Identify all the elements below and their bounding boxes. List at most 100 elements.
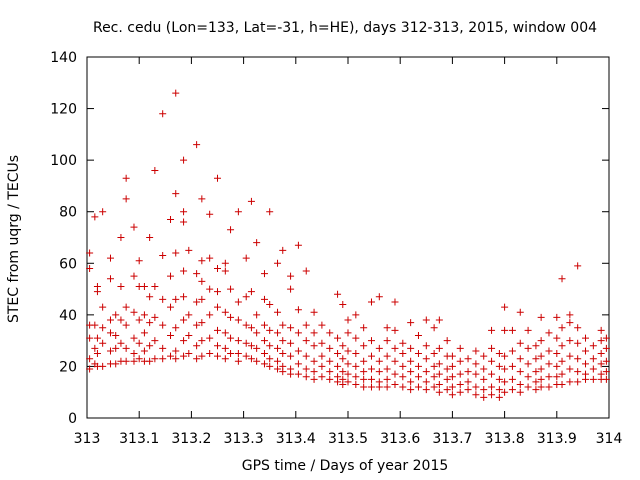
data-point xyxy=(532,378,540,386)
data-point xyxy=(558,357,566,365)
data-point xyxy=(422,342,430,350)
data-point xyxy=(266,208,274,216)
data-point xyxy=(214,352,221,360)
data-point xyxy=(302,321,310,329)
data-point xyxy=(597,326,605,334)
data-point xyxy=(537,313,545,321)
data-point xyxy=(91,213,99,221)
x-tick-label: 313.9 xyxy=(537,431,577,447)
data-point xyxy=(407,368,415,376)
data-point xyxy=(574,378,582,386)
data-point xyxy=(448,391,456,399)
data-point xyxy=(344,360,352,368)
data-point xyxy=(367,298,375,306)
y-axis-label: STEC from uqrg / TECUs xyxy=(6,155,22,323)
data-point xyxy=(287,285,295,293)
data-point xyxy=(318,339,326,347)
data-point xyxy=(130,357,138,365)
data-point xyxy=(375,383,383,391)
data-point xyxy=(334,334,342,342)
data-point xyxy=(122,344,130,352)
data-point xyxy=(93,334,101,342)
data-point xyxy=(448,373,456,381)
data-point xyxy=(146,234,154,241)
data-point xyxy=(422,316,430,324)
data-point xyxy=(430,373,438,381)
data-point xyxy=(602,375,610,383)
data-point xyxy=(172,355,180,363)
data-point xyxy=(287,352,295,360)
data-point xyxy=(545,383,553,391)
data-point xyxy=(159,110,167,118)
y-tick-label: 60 xyxy=(59,256,77,272)
data-point xyxy=(242,321,250,329)
data-point xyxy=(247,342,255,350)
data-point xyxy=(407,319,415,327)
y-tick-label: 80 xyxy=(59,205,77,221)
data-point xyxy=(206,210,214,218)
data-point xyxy=(146,357,154,365)
data-point xyxy=(391,380,399,388)
data-point xyxy=(435,370,443,378)
data-point xyxy=(214,303,221,311)
data-point xyxy=(391,298,399,306)
data-point xyxy=(524,326,532,334)
data-point xyxy=(86,334,94,342)
data-point xyxy=(488,370,496,378)
x-tick-label: 313.6 xyxy=(380,431,420,447)
data-point xyxy=(310,308,318,316)
data-point xyxy=(106,329,114,337)
data-point xyxy=(198,295,206,303)
data-point xyxy=(344,347,352,355)
data-point xyxy=(279,321,287,329)
data-point xyxy=(456,380,464,388)
data-point xyxy=(86,355,94,363)
data-point xyxy=(597,360,605,368)
data-point xyxy=(221,329,229,337)
data-point xyxy=(443,337,451,345)
data-point xyxy=(443,375,451,383)
data-point xyxy=(582,334,590,342)
data-point xyxy=(508,375,516,383)
data-point xyxy=(383,324,391,332)
x-tick-label: 313.5 xyxy=(328,431,368,447)
data-point xyxy=(399,383,407,391)
y-tick-label: 0 xyxy=(68,411,77,427)
data-point xyxy=(159,295,167,303)
data-point xyxy=(414,362,422,370)
data-point xyxy=(112,331,120,339)
data-point xyxy=(488,344,496,352)
x-tick-label: 313.2 xyxy=(171,431,211,447)
data-point xyxy=(480,386,488,394)
data-point xyxy=(287,272,295,280)
data-point xyxy=(589,365,597,373)
data-point xyxy=(172,295,180,303)
data-point xyxy=(508,347,516,355)
data-point xyxy=(495,350,503,358)
data-point xyxy=(221,308,229,316)
data-point xyxy=(399,362,407,370)
data-point xyxy=(260,337,268,345)
data-point xyxy=(221,259,229,267)
data-point xyxy=(279,350,287,358)
data-point xyxy=(501,388,509,396)
data-point xyxy=(574,368,582,376)
data-point xyxy=(274,329,282,337)
data-point xyxy=(488,391,496,399)
data-point xyxy=(253,239,261,247)
data-point xyxy=(422,386,430,394)
x-tick-label: 313 xyxy=(74,431,101,447)
data-point xyxy=(86,249,94,257)
data-point xyxy=(414,331,422,339)
y-tick-label: 100 xyxy=(50,153,77,169)
data-point xyxy=(167,215,175,223)
data-point xyxy=(545,373,553,381)
data-point xyxy=(422,378,430,386)
data-point xyxy=(448,362,456,370)
x-tick-label: 313.3 xyxy=(224,431,264,447)
data-point xyxy=(146,319,154,327)
data-point xyxy=(242,352,250,360)
data-point xyxy=(180,156,188,164)
data-point xyxy=(352,334,360,342)
data-point xyxy=(112,311,120,319)
